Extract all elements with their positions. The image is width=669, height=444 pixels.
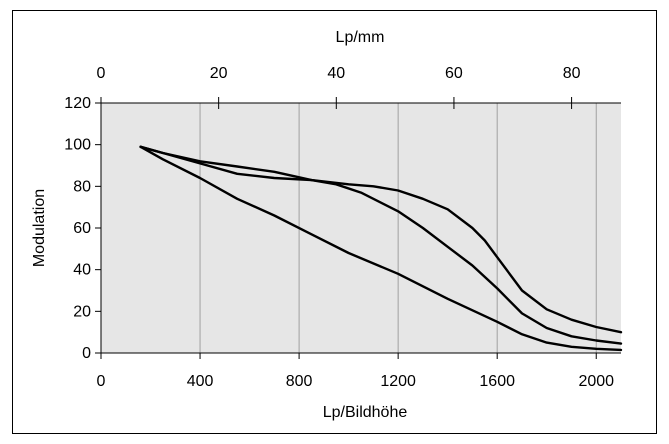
y-axis-title: Modulation <box>31 189 48 267</box>
x-tick-label: 1200 <box>380 373 416 390</box>
top-tick-label: 20 <box>210 65 228 82</box>
series-line-1 <box>139 145 623 334</box>
plot-area <box>101 103 621 353</box>
top-tick-label: 40 <box>327 65 345 82</box>
y-tick-label: 80 <box>73 178 91 195</box>
y-tick-label: 0 <box>82 345 91 362</box>
series-line-2 <box>139 145 623 345</box>
x-tick-label: 2000 <box>578 373 614 390</box>
y-tick-label: 20 <box>73 303 91 320</box>
x-axis-title: Lp/Bildhöhe <box>323 404 408 421</box>
x-tick-label: 400 <box>187 373 214 390</box>
y-tick-label: 100 <box>64 137 91 154</box>
y-tick-label: 120 <box>64 95 91 112</box>
series-lines <box>139 145 623 352</box>
top-axis-title: Lp/mm <box>336 29 385 46</box>
x-tick-label: 800 <box>286 373 313 390</box>
y-tick-label: 60 <box>73 220 91 237</box>
top-tick-label: 60 <box>445 65 463 82</box>
series-line-3 <box>139 145 623 352</box>
top-tick-label: 0 <box>97 65 106 82</box>
x-tick-label: 0 <box>97 373 106 390</box>
y-tick-label: 40 <box>73 262 91 279</box>
x-tick-label: 1600 <box>479 373 515 390</box>
top-tick-label: 80 <box>563 65 581 82</box>
